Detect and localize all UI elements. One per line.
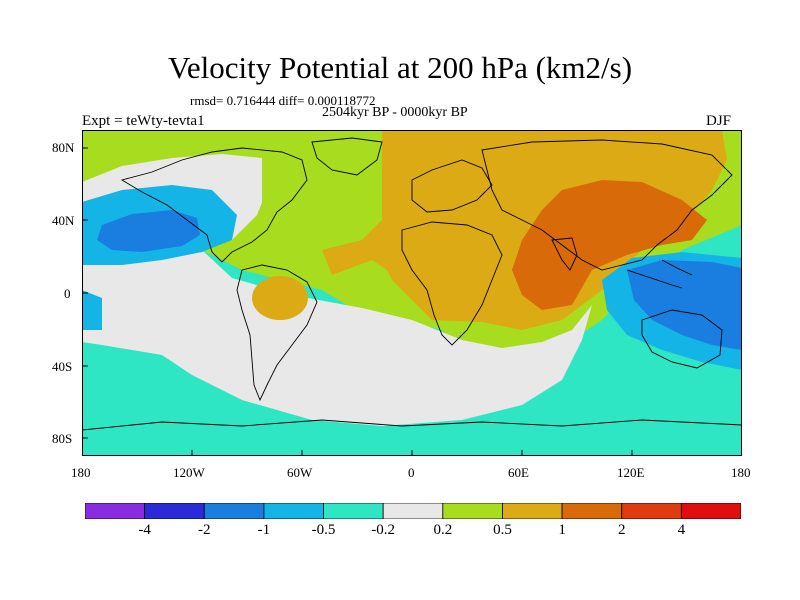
colorbar-label: 0.5 [493, 522, 512, 538]
field-darkblue-pacific-north [97, 210, 200, 252]
colorbar-label: -1 [257, 522, 271, 538]
stats-text: rmsd= 0.716444 diff= 0.000118772 [190, 93, 376, 108]
field-darkorange [512, 180, 707, 310]
colorbar-label: 2 [617, 522, 626, 538]
lat-label-40n: 40N [52, 213, 75, 228]
colorbar-label: 1 [558, 522, 566, 538]
lat-label-0: 0 [64, 286, 71, 301]
map-ticks [82, 147, 633, 456]
coastlines [82, 137, 742, 431]
field-blue-southwest [82, 290, 102, 330]
period-text: 2504kyr BP - 0000kyr BP [322, 105, 468, 120]
colorbar-label: 4 [677, 522, 686, 538]
colorbar-label: -2 [198, 522, 211, 538]
lon-label-60e: 60E [508, 465, 529, 480]
colorbar-box [382, 503, 444, 519]
lon-label-180e: 180 [731, 465, 751, 480]
colorbar-box [442, 503, 503, 519]
figure-title: Velocity Potential at 200 hPa (km2/s) [167, 50, 633, 85]
colorbar-label: -4 [138, 522, 151, 538]
colorbar-label: 0.2 [433, 522, 453, 538]
field-darkblue-westpacific [627, 260, 742, 350]
colorbar-box [144, 503, 205, 519]
colorbar-box [502, 503, 563, 519]
colorbar-box [203, 503, 265, 519]
season-label: DJF [706, 113, 732, 129]
experiment-label: Expt = teWty-tevta1 [82, 113, 205, 129]
lon-label-120e: 120E [617, 465, 645, 480]
lon-label-120w: 120W [173, 465, 205, 480]
lon-label-0: 0 [408, 465, 415, 480]
colorbar-box [263, 503, 324, 519]
lon-label-180w: 180 [71, 465, 91, 480]
lat-label-80n: 80N [52, 140, 75, 155]
lat-label-80s: 80S [52, 431, 73, 446]
map-panel [82, 130, 742, 456]
lat-label-40s: 40S [52, 359, 73, 374]
lon-label-60w: 60W [287, 465, 313, 480]
field-orange-samerica [252, 276, 308, 320]
colorbar-label: -0.2 [371, 522, 396, 538]
colorbar-box [561, 503, 623, 519]
colorbar-box [85, 503, 146, 519]
colorbar-box [621, 503, 682, 519]
colorbar-box [323, 503, 384, 519]
colorbar-box [680, 503, 741, 519]
colorbar [85, 503, 741, 519]
field-orange [322, 130, 727, 330]
colorbar-label: -0.5 [311, 522, 336, 538]
